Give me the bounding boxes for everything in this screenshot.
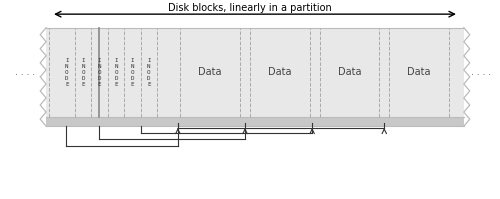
Text: Disk blocks, linearly in a partition: Disk blocks, linearly in a partition bbox=[168, 3, 332, 13]
Text: I
N
O
D
E: I N O D E bbox=[98, 58, 102, 87]
Bar bbox=[46, 116, 464, 126]
Bar bbox=[46, 28, 464, 116]
Text: I
N
O
D
E: I N O D E bbox=[147, 58, 150, 87]
Text: Data: Data bbox=[338, 67, 361, 77]
Text: Data: Data bbox=[408, 67, 431, 77]
Text: . . . .: . . . . bbox=[471, 68, 492, 77]
Text: I
N
O
D
E: I N O D E bbox=[82, 58, 85, 87]
Text: I
N
O
D
E: I N O D E bbox=[130, 58, 134, 87]
Text: . . . .: . . . . bbox=[15, 68, 36, 77]
Text: I
N
O
D
E: I N O D E bbox=[114, 58, 117, 87]
Text: Data: Data bbox=[198, 67, 222, 77]
Text: I
N
O
D
E: I N O D E bbox=[65, 58, 68, 87]
Text: Data: Data bbox=[268, 67, 291, 77]
